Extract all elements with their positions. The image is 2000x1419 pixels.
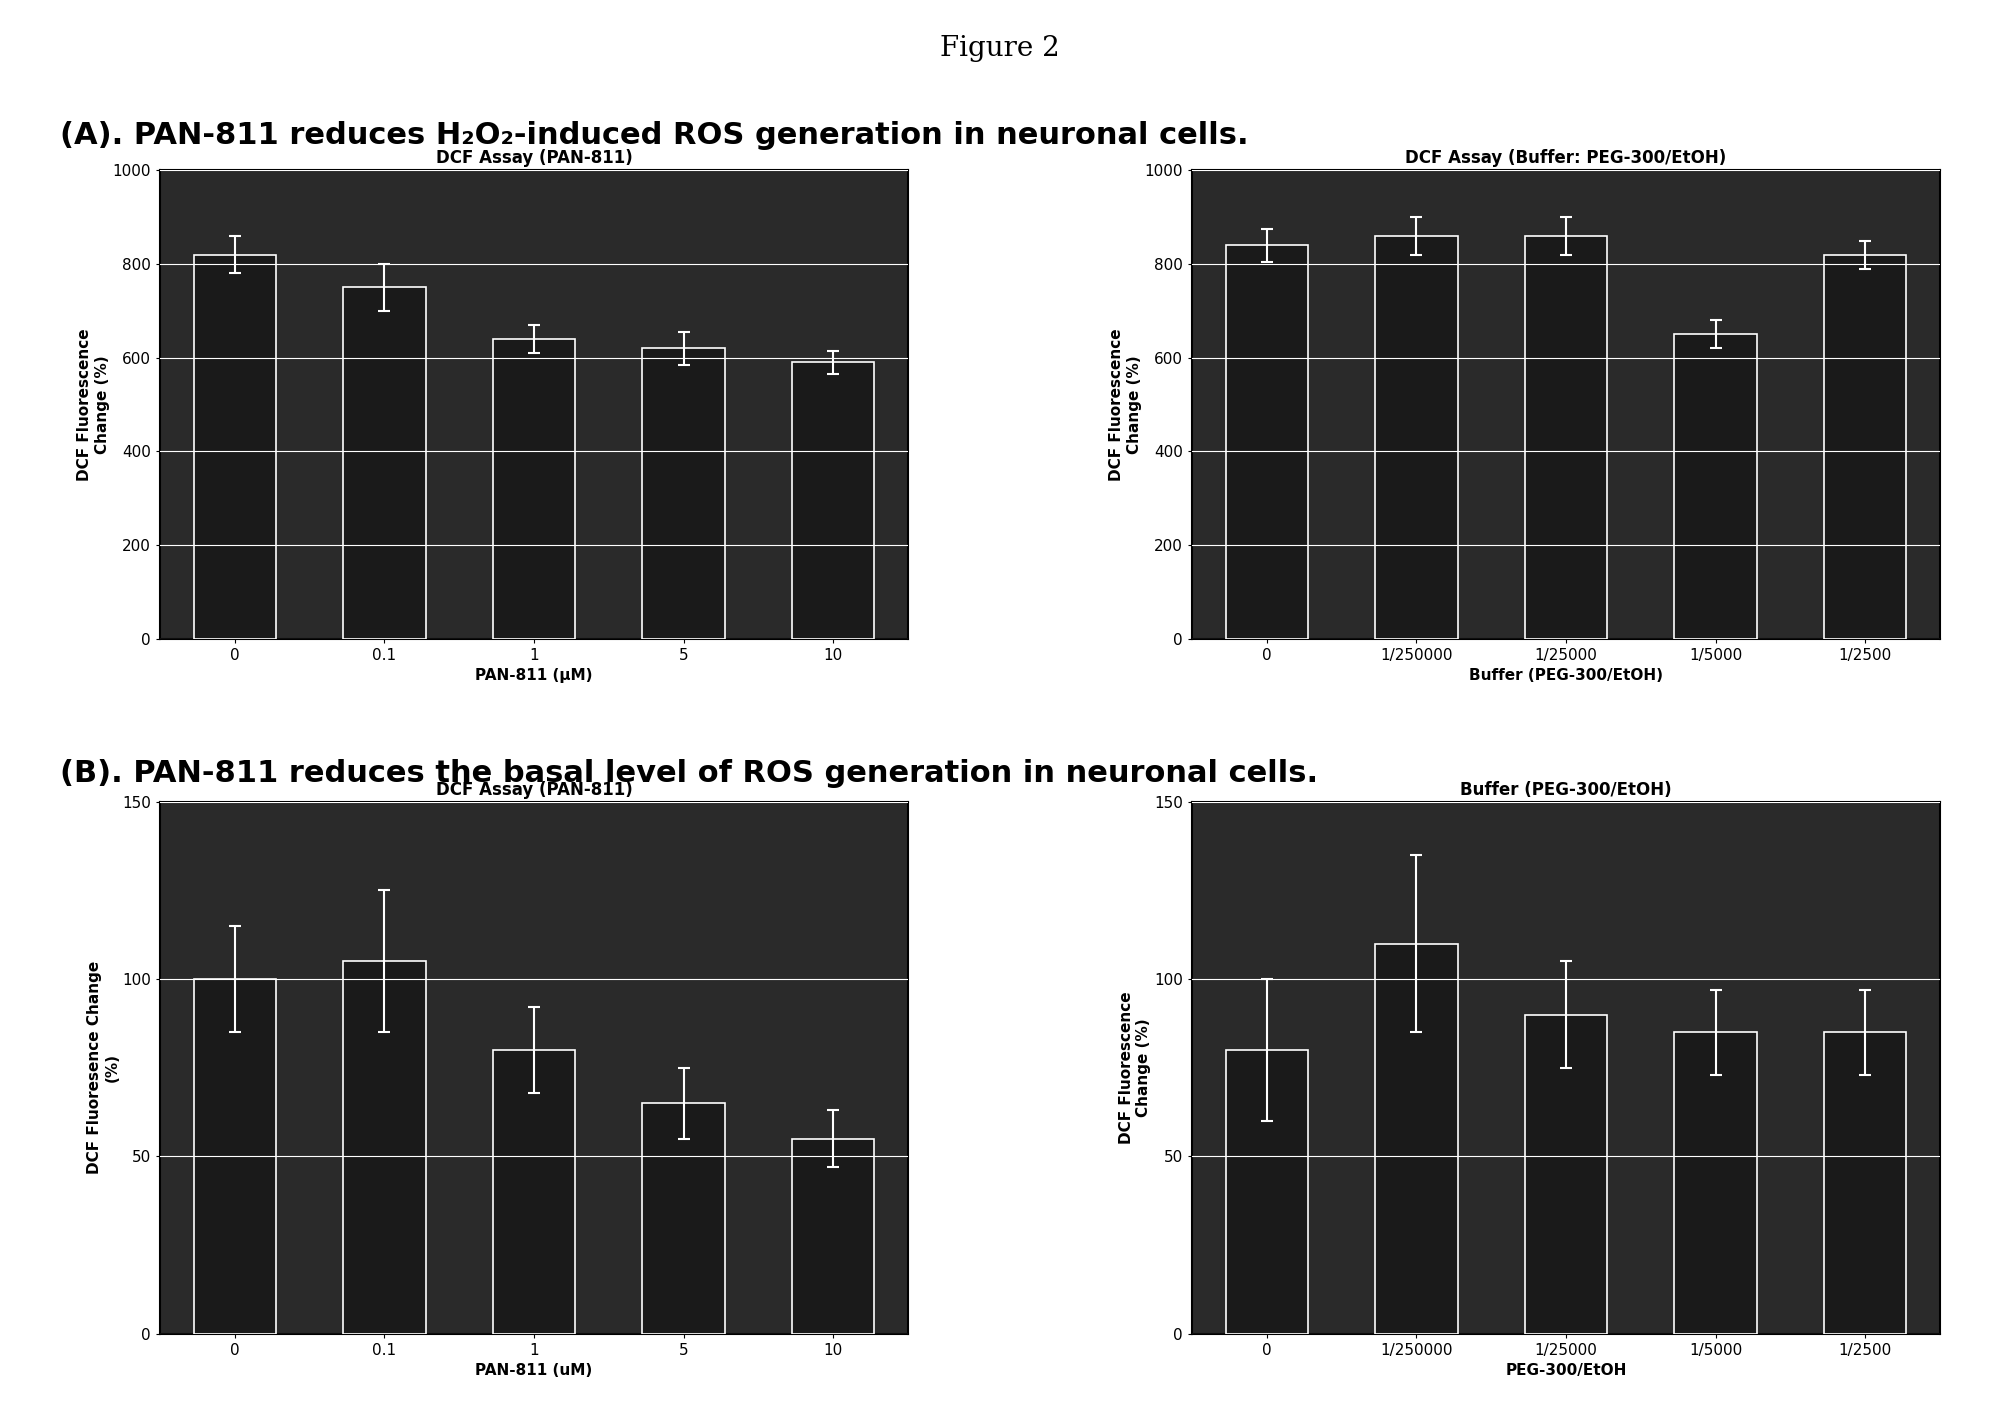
- Bar: [1376, 236, 1458, 639]
- Bar: [1524, 236, 1608, 639]
- X-axis label: Buffer (PEG-300/EtOH): Buffer (PEG-300/EtOH): [1470, 668, 1664, 683]
- Bar: [194, 254, 276, 639]
- Bar: [344, 962, 426, 1334]
- Bar: [492, 339, 576, 639]
- Title: DCF Assay (PAN-811): DCF Assay (PAN-811): [436, 780, 632, 799]
- Bar: [344, 287, 426, 639]
- X-axis label: PAN-811 (μM): PAN-811 (μM): [476, 668, 592, 683]
- Y-axis label: DCF Fluorescence
Change (%): DCF Fluorescence Change (%): [78, 328, 110, 481]
- Bar: [1376, 944, 1458, 1334]
- Bar: [1226, 245, 1308, 639]
- Bar: [1674, 335, 1756, 639]
- Y-axis label: DCF Fluoresence Change
(%): DCF Fluoresence Change (%): [86, 961, 120, 1175]
- Y-axis label: DCF Fluorescence
Change (%): DCF Fluorescence Change (%): [1120, 992, 1152, 1144]
- X-axis label: PAN-811 (uM): PAN-811 (uM): [476, 1364, 592, 1378]
- Bar: [194, 979, 276, 1334]
- Bar: [642, 1104, 724, 1334]
- Bar: [642, 348, 724, 639]
- Title: DCF Assay (PAN-811): DCF Assay (PAN-811): [436, 149, 632, 167]
- Bar: [1674, 1033, 1756, 1334]
- Title: DCF Assay (Buffer: PEG-300/EtOH): DCF Assay (Buffer: PEG-300/EtOH): [1406, 149, 1726, 167]
- Bar: [792, 362, 874, 639]
- Title: Buffer (PEG-300/EtOH): Buffer (PEG-300/EtOH): [1460, 780, 1672, 799]
- Bar: [1824, 1033, 1906, 1334]
- Y-axis label: DCF Fluorescence
Change (%): DCF Fluorescence Change (%): [1110, 328, 1142, 481]
- Bar: [1524, 1015, 1608, 1334]
- X-axis label: PEG-300/EtOH: PEG-300/EtOH: [1506, 1364, 1626, 1378]
- Bar: [1226, 1050, 1308, 1334]
- Text: (A). PAN-811 reduces H₂O₂-induced ROS generation in neuronal cells.: (A). PAN-811 reduces H₂O₂-induced ROS ge…: [60, 121, 1248, 149]
- Bar: [792, 1138, 874, 1334]
- Text: Figure 2: Figure 2: [940, 35, 1060, 62]
- Bar: [492, 1050, 576, 1334]
- Text: (B). PAN-811 reduces the basal level of ROS generation in neuronal cells.: (B). PAN-811 reduces the basal level of …: [60, 759, 1318, 788]
- Bar: [1824, 254, 1906, 639]
